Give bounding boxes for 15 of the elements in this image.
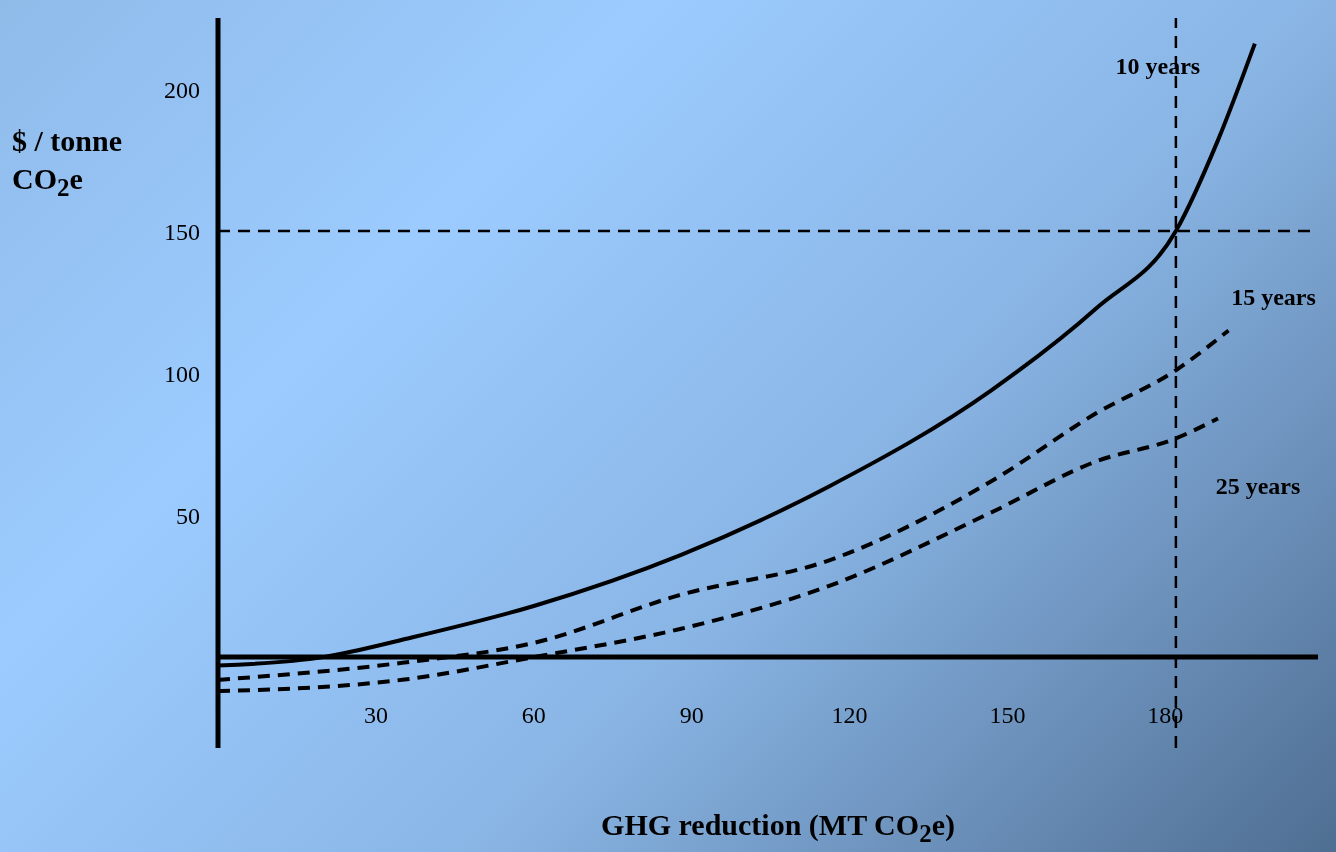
series-label: 10 years (1115, 52, 1201, 79)
x-tick-label: 150 (989, 702, 1026, 729)
x-axis-title: GHG reduction (MT CO$_{2}$e) (600, 808, 956, 848)
y-tick-label: 150 (164, 218, 200, 245)
x-tick-label: 60 (521, 702, 546, 729)
series-label: 25 years (1215, 472, 1301, 499)
x-tick-label: 120 (831, 702, 868, 729)
x-tick-label: 30 (363, 702, 388, 729)
series-label: 15 years (1231, 284, 1316, 311)
y-tick-label: 200 (164, 76, 200, 103)
y-tick-label: 100 (164, 360, 200, 387)
y-axis-title: $ / tonne CO$_{2}$e (12, 123, 123, 203)
x-tick-label: 90 (679, 702, 704, 729)
y-tick-label: 50 (176, 502, 200, 529)
x-tick-label: 180 (1147, 702, 1184, 729)
